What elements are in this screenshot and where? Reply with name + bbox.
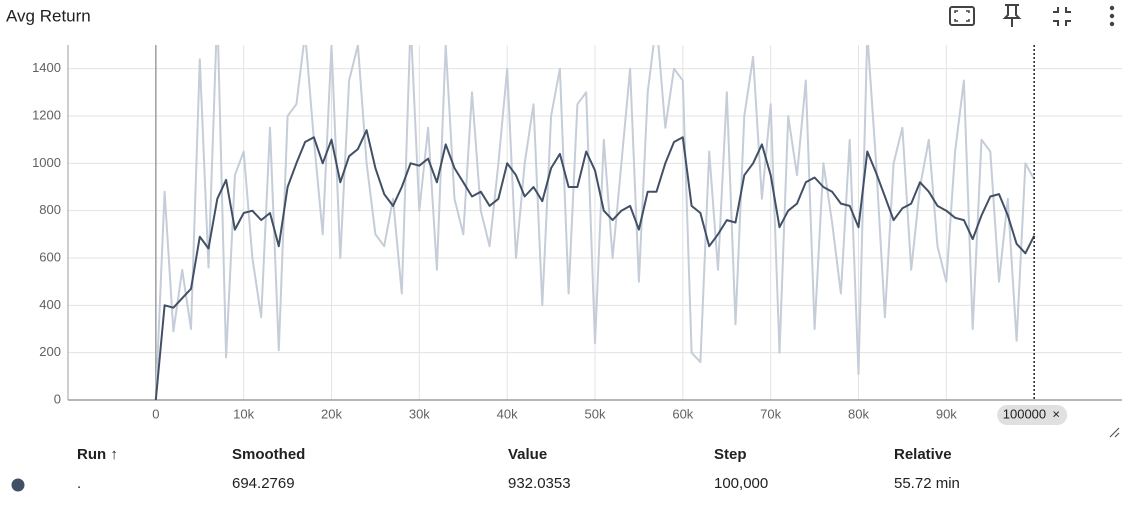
y-tick-label: 1200 [32,107,61,122]
pin-button[interactable] [1002,4,1022,27]
column-header[interactable]: Run ↑ [77,446,118,463]
y-tick-label: 1000 [32,155,61,170]
data-table: Run ↑ Smoothed Value Step Relative. 694.2769 9… [11,446,960,492]
column-header: Relative [894,446,952,463]
y-tick-label: 0 [54,391,61,406]
x-tick-label: 10k [233,406,254,421]
x-tick-label: 0 [152,406,159,421]
y-tick-label: 1400 [32,60,61,75]
table-cell: 932.0353 [508,475,571,492]
x-tick-label: 50k [585,406,606,421]
column-header: Step [714,446,747,463]
column-header: Value [508,446,547,463]
cursor-chip-bg [997,405,1068,425]
table-cell: 100,000 [714,475,768,492]
fit-button[interactable] [949,6,975,26]
lines [154,45,1036,400]
y-tick-label: 200 [39,344,61,359]
resize-handle[interactable] [1109,427,1120,438]
collapse-button[interactable] [1053,7,1071,26]
x-tick-label: 90k [936,406,957,421]
y-tick-label: 400 [39,297,61,312]
cursor-chip: 100000 × [997,405,1068,425]
table-cell: 55.72 min [894,475,960,492]
cursor-step: 100000 [1003,406,1046,421]
y-tick-label: 600 [39,249,61,264]
table-cell: 694.2769 [232,475,295,492]
plot: 0 200 400 600 800 1000 1200 1400 0 10k 20k 30k 40k 50… [32,45,1122,425]
series-line [154,129,1036,400]
x-tick-label: 60k [672,406,693,421]
x-tick-label: 70k [760,406,781,421]
card-title: Avg Return [6,6,91,25]
run-color-dot [11,478,25,492]
cursor-close[interactable]: × [1052,406,1060,421]
series-line [154,45,1036,400]
toolbar [949,4,1115,27]
x-tick-label: 80k [848,406,869,421]
table-cell: . [77,475,81,492]
x-tick-label: 30k [409,406,430,421]
menu-button[interactable] [1109,5,1115,27]
x-tick-label: 20k [321,406,342,421]
column-header: Smoothed [232,446,305,463]
y-tick-label: 800 [39,202,61,217]
x-tick-label: 40k [497,406,518,421]
